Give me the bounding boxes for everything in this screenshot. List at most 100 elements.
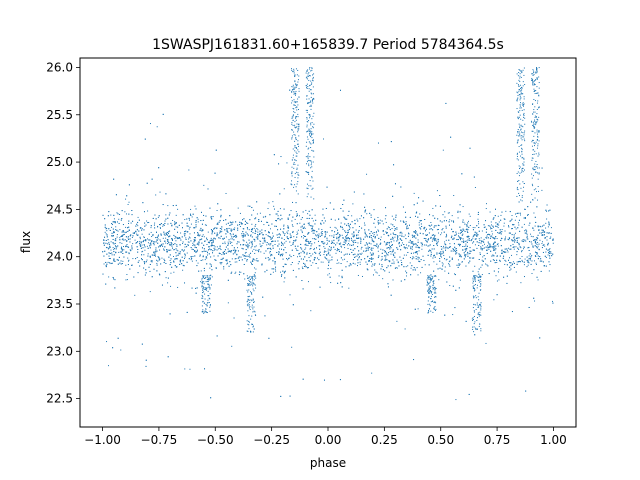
data-point: [392, 259, 394, 261]
data-point: [291, 346, 293, 348]
data-point: [307, 233, 309, 235]
data-point: [340, 251, 342, 253]
data-point: [222, 257, 224, 259]
data-point: [479, 314, 481, 316]
data-point: [533, 212, 535, 214]
data-point: [347, 231, 349, 233]
data-point: [205, 224, 207, 226]
data-point: [168, 214, 170, 216]
data-point: [371, 257, 373, 259]
data-point: [544, 255, 546, 257]
data-point: [466, 236, 468, 238]
data-point: [414, 235, 416, 237]
data-point: [110, 263, 112, 265]
data-point: [527, 259, 529, 261]
data-point: [201, 223, 203, 225]
data-point: [113, 231, 115, 233]
data-point: [388, 242, 390, 244]
data-point: [526, 266, 528, 268]
data-point: [320, 261, 322, 263]
data-point: [506, 275, 508, 277]
data-point: [221, 254, 223, 256]
data-point: [198, 270, 200, 272]
data-point: [268, 202, 270, 204]
data-point: [535, 255, 537, 257]
data-point: [477, 211, 479, 213]
data-point: [521, 240, 523, 242]
data-point: [324, 231, 326, 233]
data-point: [219, 246, 221, 248]
data-point: [112, 235, 114, 237]
data-point: [488, 273, 490, 275]
data-point: [124, 232, 126, 234]
data-point: [378, 274, 380, 276]
data-point: [153, 252, 155, 254]
data-point: [463, 242, 465, 243]
data-point: [371, 247, 373, 249]
data-point: [481, 259, 483, 261]
data-point: [168, 231, 170, 233]
data-point: [202, 229, 204, 231]
data-point: [456, 252, 458, 254]
data-point: [394, 252, 396, 254]
data-point: [404, 234, 406, 236]
data-point: [381, 264, 383, 266]
data-point: [287, 233, 289, 235]
data-point: [504, 259, 506, 261]
data-point: [540, 226, 542, 228]
data-point: [547, 249, 549, 251]
data-point: [220, 263, 222, 265]
data-point: [467, 222, 469, 224]
data-point: [491, 237, 493, 239]
data-point: [277, 218, 279, 220]
data-point: [198, 235, 200, 237]
data-point: [278, 233, 280, 235]
data-point: [478, 268, 480, 270]
data-point: [331, 235, 333, 237]
data-point: [174, 221, 176, 223]
data-point: [527, 214, 529, 216]
data-point: [391, 215, 393, 217]
data-point: [122, 238, 124, 240]
data-point: [219, 237, 221, 239]
data-point: [472, 249, 474, 251]
data-point: [320, 223, 322, 225]
data-point: [474, 227, 476, 229]
data-point: [546, 218, 548, 220]
data-point: [397, 261, 399, 263]
data-point: [481, 230, 483, 232]
data-point: [108, 258, 110, 259]
data-point: [112, 221, 114, 223]
data-point: [174, 224, 176, 226]
data-point: [508, 259, 510, 261]
data-point: [336, 262, 338, 264]
data-point: [499, 255, 501, 257]
data-point: [317, 257, 318, 259]
data-point: [233, 247, 235, 249]
data-point: [106, 263, 108, 265]
data-point: [148, 233, 150, 235]
data-point: [298, 253, 300, 255]
data-point: [465, 229, 467, 231]
data-point: [373, 222, 375, 224]
data-point: [372, 253, 374, 255]
data-point: [354, 239, 356, 241]
data-point: [526, 256, 528, 258]
data-point: [410, 248, 412, 250]
data-point: [516, 261, 518, 263]
data-point: [453, 243, 455, 245]
data-point: [158, 273, 160, 275]
data-point: [204, 224, 206, 226]
data-point: [286, 162, 288, 164]
data-point: [139, 240, 141, 242]
data-point: [505, 210, 507, 212]
data-point: [171, 243, 173, 245]
data-point: [370, 248, 372, 250]
data-point: [396, 227, 398, 229]
data-point: [156, 231, 157, 233]
data-point: [532, 245, 534, 247]
data-point: [338, 218, 340, 220]
data-point: [137, 225, 139, 227]
data-point: [526, 236, 528, 238]
